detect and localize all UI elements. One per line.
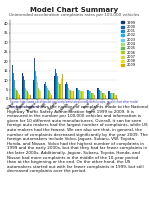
Text: Unintended acceleration complaints rates per 100,000 vehicles: Unintended acceleration complaints rates… [9,13,140,17]
Bar [81,91,82,99]
Bar [66,82,67,99]
Bar [47,88,48,99]
Bar [105,95,106,99]
Bar [65,84,66,99]
Bar [108,91,109,99]
Bar [92,93,93,99]
Bar [101,91,102,99]
Bar [17,91,18,99]
Bar [15,88,16,99]
Bar [93,93,94,99]
Text: Source: http://www-odi.nhtsa.dot.gov/complaints/complaintsByVehicle.aspx, model : Source: http://www-odi.nhtsa.dot.gov/com… [10,100,138,109]
Bar [56,73,57,99]
Bar [34,57,35,99]
Bar [97,88,98,99]
Text: The bar chart shows the number of complaints made to the National Highway Traffi: The bar chart shows the number of compla… [7,105,148,173]
Bar [87,89,88,99]
Bar [91,93,92,99]
Bar [110,93,111,99]
Bar [116,95,117,99]
Bar [100,91,101,99]
Bar [72,91,73,99]
Bar [51,95,52,99]
Bar [62,74,63,99]
Bar [112,93,113,99]
Bar [114,93,115,99]
Bar [73,91,74,99]
Bar [82,91,83,99]
Bar [104,93,105,99]
Bar [50,93,51,99]
Bar [61,78,62,99]
Bar [78,89,79,99]
Bar [45,82,46,99]
Bar [12,65,13,99]
Bar [76,88,77,99]
Bar [25,88,26,99]
Bar [44,84,45,99]
Bar [49,91,50,99]
Bar [59,84,60,99]
Bar [55,69,56,99]
Bar [70,89,71,99]
Bar [39,89,40,99]
Bar [67,86,68,99]
Bar [99,89,100,99]
Bar [113,93,114,99]
Bar [94,95,95,99]
Bar [89,91,90,99]
Bar [19,95,20,99]
Bar [58,82,59,99]
Bar [83,91,84,99]
Bar [103,93,104,99]
Bar [33,80,34,99]
Bar [111,93,112,99]
Bar [48,89,49,99]
Bar [68,88,69,99]
Bar [30,95,31,99]
Legend: 1999, 2000, 2001, 2002, 2003, 2004, 2005, 2006, 2007, 2008, 2009: 1999, 2000, 2001, 2002, 2003, 2004, 2005… [121,20,136,68]
Bar [88,89,89,99]
Bar [16,89,17,99]
Bar [80,91,81,99]
Bar [46,86,47,99]
Bar [41,93,42,99]
Bar [90,91,91,99]
Bar [26,89,27,99]
Bar [35,71,36,99]
Bar [37,82,38,99]
Bar [29,95,30,99]
Bar [36,76,37,99]
Bar [11,27,12,99]
Bar [115,95,116,99]
Bar [14,80,15,99]
Bar [98,88,99,99]
Bar [40,91,41,99]
Bar [71,91,72,99]
Bar [102,93,103,99]
Bar [13,73,14,99]
Bar [18,93,19,99]
Bar [24,80,25,99]
Bar [54,76,55,99]
Bar [27,91,28,99]
Bar [23,76,24,99]
Bar [109,91,110,99]
Bar [22,73,23,99]
Text: Model Chart Summary: Model Chart Summary [30,7,119,13]
Bar [60,84,61,99]
Bar [57,76,58,99]
Bar [79,89,80,99]
Bar [77,88,78,99]
Bar [38,88,39,99]
Bar [28,93,29,99]
Bar [69,89,70,99]
